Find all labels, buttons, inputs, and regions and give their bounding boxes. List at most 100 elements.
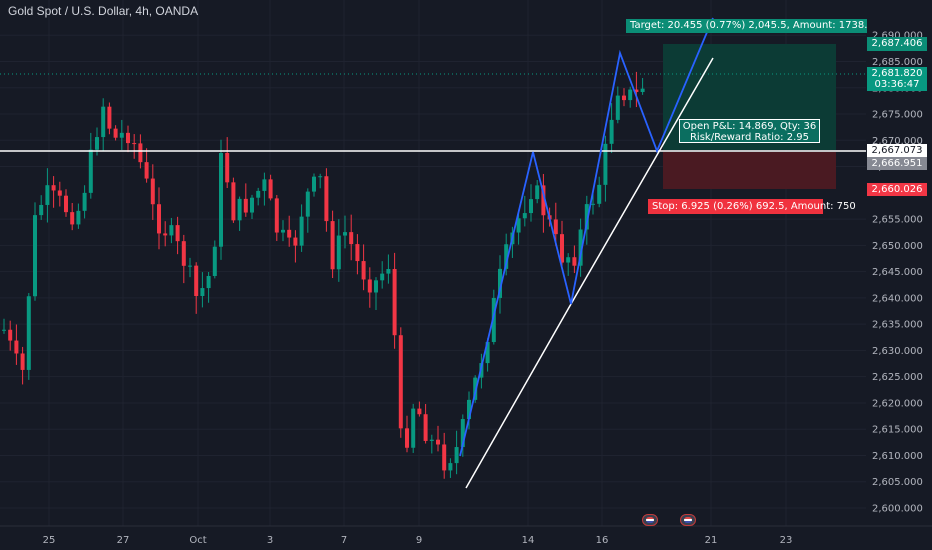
price-tick-label: 2,605.000 <box>872 477 923 488</box>
candle-body <box>640 88 645 93</box>
candle-body <box>485 342 490 364</box>
candle-body <box>324 176 329 222</box>
candle-body <box>498 268 502 298</box>
time-tick-label: 7 <box>341 535 347 546</box>
open-pl-text: Open P&L: 14.869, Qty: 36 <box>682 121 817 132</box>
candle-body <box>8 329 13 341</box>
price-tick-label: 2,610.000 <box>872 451 923 462</box>
candle-body <box>26 296 31 370</box>
candle-body <box>367 279 372 293</box>
price-tick-label: 2,650.000 <box>872 241 923 252</box>
trend-line-lower <box>465 303 572 489</box>
stop-label[interactable]: Stop: 6.925 (0.26%) 692.5, Amount: 750 <box>648 199 856 214</box>
bar-countdown: 03:36:47 <box>874 79 920 90</box>
candle-body <box>305 191 310 217</box>
candle-body <box>119 132 124 138</box>
time-tick-label: 23 <box>780 535 793 546</box>
candle-body <box>262 179 267 191</box>
candle-body <box>281 229 285 233</box>
price-tick-label: 2,690.000 <box>872 31 923 42</box>
candle-body <box>138 143 143 163</box>
candle-body <box>250 197 254 213</box>
candle-body <box>405 428 409 448</box>
candle-body <box>293 237 298 246</box>
candle-body <box>194 265 199 297</box>
candle-body <box>64 195 68 213</box>
chart-title: Gold Spot / U.S. Dollar, 4h, OANDA <box>8 4 199 18</box>
open-pl-box[interactable]: Open P&L: 14.869, Qty: 36 Risk/Reward Ra… <box>679 119 820 143</box>
us-flag-icon[interactable] <box>680 514 696 526</box>
candle-body <box>219 153 223 247</box>
candle-body <box>336 235 341 270</box>
candle-body <box>169 225 174 236</box>
candle-body <box>491 297 496 343</box>
position-zones <box>663 44 836 189</box>
candle-body <box>467 399 471 420</box>
candle-body <box>597 184 602 204</box>
candle-body <box>163 233 168 236</box>
candle-body <box>442 444 447 471</box>
candle-body <box>39 204 44 216</box>
candle-body <box>237 198 242 221</box>
time-tick-label: 16 <box>596 535 609 546</box>
candle-body <box>386 269 391 274</box>
candle-body <box>516 218 521 233</box>
candle-body <box>622 95 626 101</box>
candle-body <box>107 106 112 129</box>
candle-body <box>380 273 385 281</box>
candle-body <box>460 419 465 448</box>
time-axis-bg <box>0 526 932 550</box>
candle-body <box>14 340 19 354</box>
candle-body <box>361 261 366 280</box>
candle-body <box>553 219 558 235</box>
time-tick-label: 9 <box>416 535 422 546</box>
candle-body <box>398 335 403 429</box>
candle-body <box>566 257 571 263</box>
candle-body <box>181 241 186 266</box>
candle-body <box>609 119 614 144</box>
candle-body <box>318 176 323 178</box>
candle-body <box>578 229 583 266</box>
candle-body <box>436 439 440 445</box>
candle-body <box>243 198 248 213</box>
level-price-tag: 2,667.073 <box>867 144 927 157</box>
price-tick-label: 2,615.000 <box>872 425 923 436</box>
candle-body <box>411 408 416 448</box>
candle-body <box>175 225 180 242</box>
candle-body <box>212 246 217 276</box>
candle-body <box>628 89 633 101</box>
candle-body <box>45 185 50 205</box>
candle-body <box>70 212 75 225</box>
candle-body <box>2 329 6 331</box>
risk-reward-text: Risk/Reward Ratio: 2.95 <box>689 132 809 143</box>
candle-body <box>274 198 279 233</box>
target-label[interactable]: Target: 20.455 (0.77%) 2,045.5, Amount: … <box>626 19 867 33</box>
last-price-value: 2,681.820 <box>871 68 923 79</box>
candle-body <box>572 257 577 266</box>
candle-body <box>473 377 478 400</box>
price-tick-label: 2,640.000 <box>872 293 923 304</box>
candle-body <box>200 288 205 297</box>
candle-body <box>20 353 25 370</box>
chart-grid <box>0 0 866 526</box>
candle-body <box>529 199 533 214</box>
candle-body <box>330 221 335 270</box>
time-tick-label: Oct <box>189 535 206 546</box>
price-tick-label: 2,635.000 <box>872 320 923 331</box>
candle-body <box>374 280 378 293</box>
candle-body <box>188 265 192 267</box>
candle-body <box>615 95 620 120</box>
candle-body <box>299 216 304 246</box>
time-tick-label: 25 <box>43 535 56 546</box>
price-tick-label: 2,625.000 <box>872 372 923 383</box>
us-flag-icon[interactable] <box>642 514 658 526</box>
candle-body <box>591 203 595 205</box>
candle-body <box>225 153 230 183</box>
time-axis: 25 27 Oct 3 7 9 14 16 21 23 <box>43 535 793 546</box>
candle-body <box>355 244 360 262</box>
candle-body <box>95 137 99 150</box>
candle-body <box>157 204 161 234</box>
pattern-zigzag <box>459 17 714 457</box>
candle-body <box>101 106 106 138</box>
